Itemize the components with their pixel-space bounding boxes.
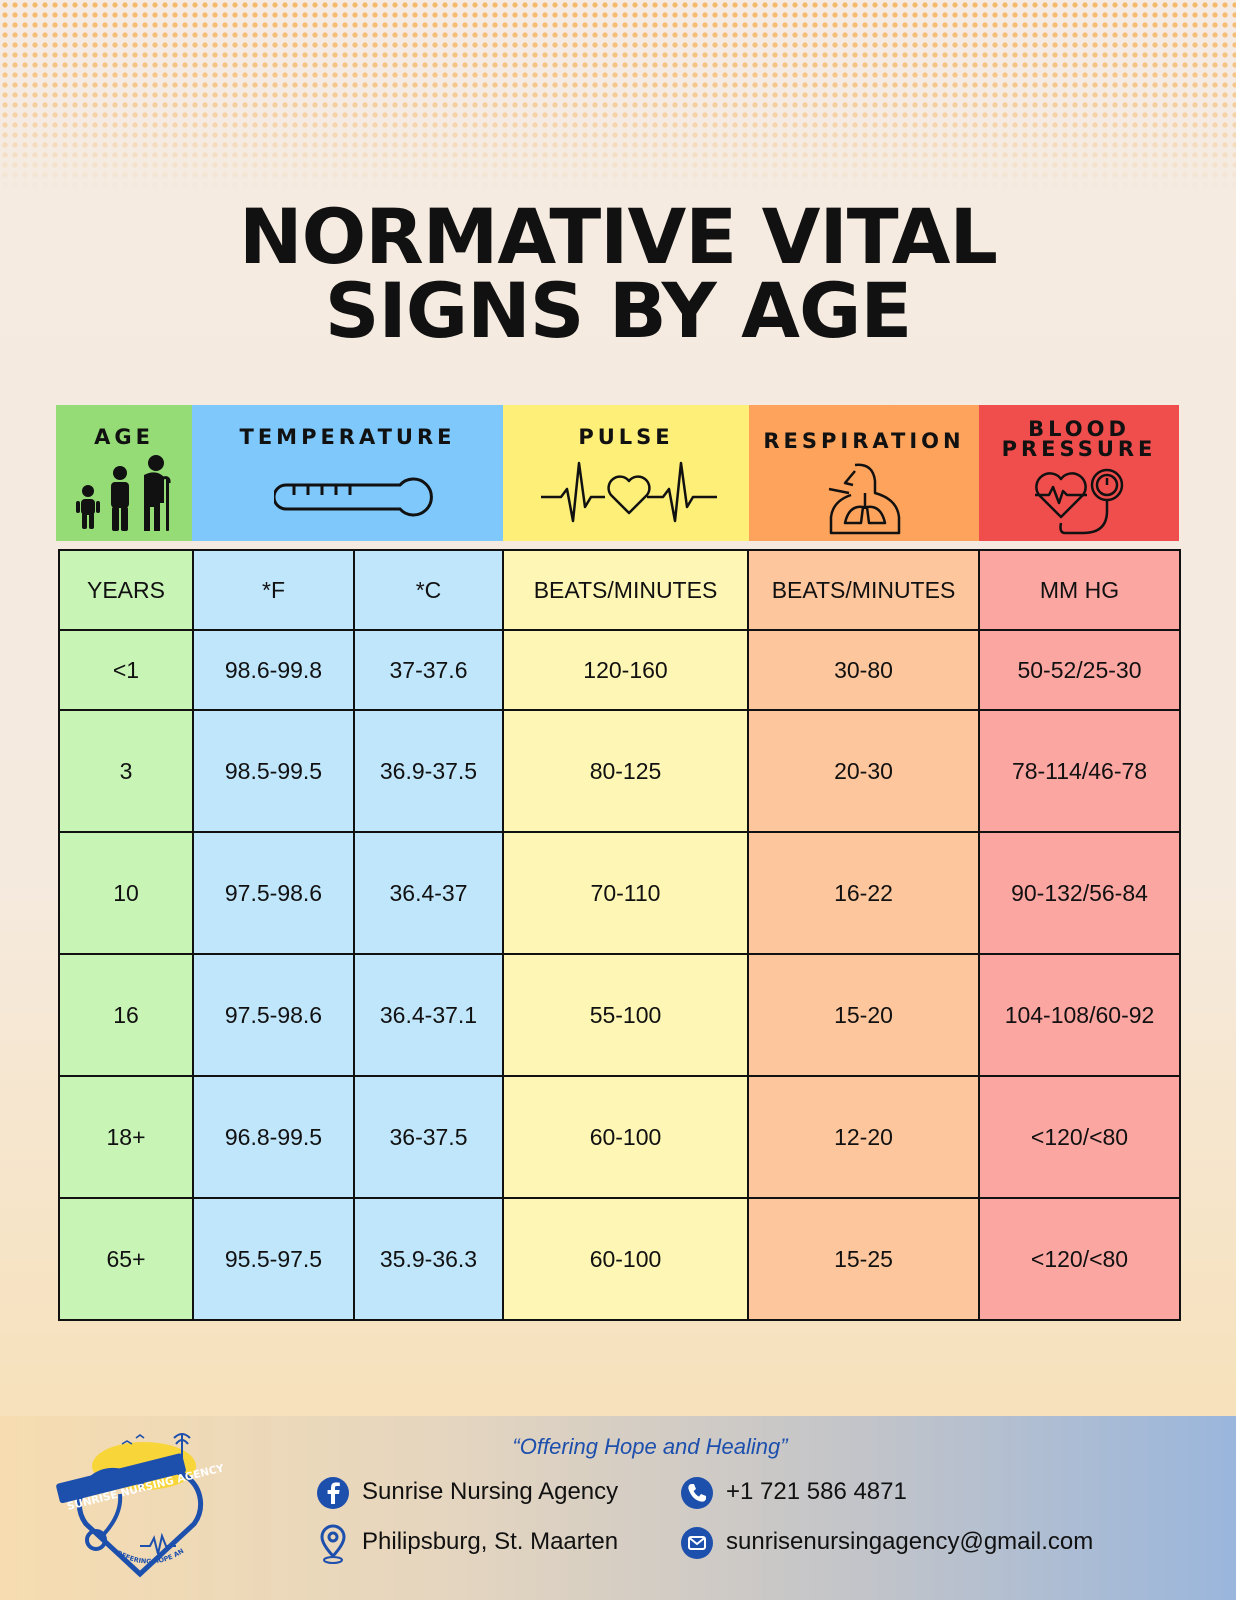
units-row: YEARS *F *C BEATS/MINUTES BEATS/MINUTES … — [58, 549, 1181, 631]
table-row: 3 98.5-99.5 36.9-37.5 80-125 20-30 78-11… — [58, 709, 1181, 833]
tagline: “Offering Hope and Healing” — [512, 1434, 788, 1459]
respiration-cell: 20-30 — [747, 709, 980, 833]
age-cell: 10 — [58, 831, 194, 955]
age-cell: 16 — [58, 953, 194, 1077]
phone-icon — [681, 1477, 713, 1509]
table-row: 18+ 96.8-99.5 36-37.5 60-100 12-20 <120/… — [58, 1075, 1181, 1199]
fahrenheit-cell: 96.8-99.5 — [192, 1075, 355, 1199]
email-contact[interactable]: sunrisenursingagency@gmail.com — [680, 1526, 1120, 1562]
fahrenheit-cell: 98.6-99.8 — [192, 629, 355, 711]
unit-mmhg: MM HG — [978, 549, 1181, 631]
facebook-contact[interactable]: Sunrise Nursing Agency — [316, 1476, 619, 1512]
header-age: AGE — [56, 405, 192, 541]
footer: SUNRISE NURSING AGENCY OFFERING HOPE AND… — [0, 1416, 1236, 1600]
blood-pressure-cell: <120/<80 — [978, 1075, 1181, 1199]
unit-celsius: *C — [353, 549, 504, 631]
respiration-cell: 30-80 — [747, 629, 980, 711]
vitals-table: YEARS *F *C BEATS/MINUTES BEATS/MINUTES … — [58, 549, 1181, 1321]
unit-fahrenheit: *F — [192, 549, 355, 631]
thermometer-icon — [274, 477, 433, 517]
celsius-cell: 36-37.5 — [353, 1075, 504, 1199]
location-text: Philipsburg, St. Maarten — [362, 1528, 619, 1555]
email-icon — [681, 1527, 713, 1559]
dotted-pattern — [0, 0, 1236, 190]
lungs-icon — [828, 463, 901, 535]
unit-years: YEARS — [58, 549, 194, 631]
age-cell: <1 — [58, 629, 194, 711]
header-temperature: TEMPERATURE — [192, 405, 503, 541]
header-respiration: RESPIRATION — [749, 405, 979, 541]
blood-pressure-cell: 50-52/25-30 — [978, 629, 1181, 711]
pulse-cell: 60-100 — [502, 1197, 749, 1321]
family-icon — [76, 455, 171, 531]
heartbeat-icon — [541, 461, 717, 523]
location-contact: Philipsburg, St. Maarten — [316, 1524, 619, 1564]
pulse-cell: 70-110 — [502, 831, 749, 955]
facebook-name: Sunrise Nursing Agency — [362, 1478, 619, 1505]
blood-pressure-icon — [1035, 468, 1124, 535]
age-cell: 3 — [58, 709, 194, 833]
fahrenheit-cell: 97.5-98.6 — [192, 831, 355, 955]
fahrenheit-cell: 95.5-97.5 — [192, 1197, 355, 1321]
table-row: <1 98.6-99.8 37-37.6 120-160 30-80 50-52… — [58, 629, 1181, 711]
page-title: NORMATIVE VITAL SIGNS BY AGE — [239, 192, 998, 355]
header-blood-pressure: BLOOD PRESSURE — [979, 405, 1179, 541]
respiration-cell: 15-20 — [747, 953, 980, 1077]
pulse-cell: 120-160 — [502, 629, 749, 711]
pulse-cell: 55-100 — [502, 953, 749, 1077]
respiration-cell: 15-25 — [747, 1197, 980, 1321]
facebook-icon — [317, 1477, 349, 1509]
phone-contact[interactable]: +1 721 586 4871 — [680, 1476, 920, 1512]
blood-pressure-cell: <120/<80 — [978, 1197, 1181, 1321]
blood-pressure-cell: 104-108/60-92 — [978, 953, 1181, 1077]
header-pulse: PULSE — [503, 405, 749, 541]
agency-logo: SUNRISE NURSING AGENCY OFFERING HOPE AND… — [52, 1424, 226, 1578]
pulse-cell: 80-125 — [502, 709, 749, 833]
fahrenheit-cell: 97.5-98.6 — [192, 953, 355, 1077]
blood-pressure-cell: 90-132/56-84 — [978, 831, 1181, 955]
celsius-cell: 37-37.6 — [353, 629, 504, 711]
age-cell: 18+ — [58, 1075, 194, 1199]
email-address: sunrisenursingagency@gmail.com — [726, 1528, 1094, 1555]
table-row: 16 97.5-98.6 36.4-37.1 55-100 15-20 104-… — [58, 953, 1181, 1077]
phone-number: +1 721 586 4871 — [726, 1478, 907, 1505]
table-row: 10 97.5-98.6 36.4-37 70-110 16-22 90-132… — [58, 831, 1181, 955]
unit-respiration: BEATS/MINUTES — [747, 549, 980, 631]
pulse-cell: 60-100 — [502, 1075, 749, 1199]
location-pin-icon — [320, 1524, 346, 1564]
fahrenheit-cell: 98.5-99.5 — [192, 709, 355, 833]
celsius-cell: 35.9-36.3 — [353, 1197, 504, 1321]
celsius-cell: 36.4-37.1 — [353, 953, 504, 1077]
respiration-cell: 16-22 — [747, 831, 980, 955]
celsius-cell: 36.4-37 — [353, 831, 504, 955]
table-row: 65+ 95.5-97.5 35.9-36.3 60-100 15-25 <12… — [58, 1197, 1181, 1321]
celsius-cell: 36.9-37.5 — [353, 709, 504, 833]
unit-pulse: BEATS/MINUTES — [502, 549, 749, 631]
respiration-cell: 12-20 — [747, 1075, 980, 1199]
age-cell: 65+ — [58, 1197, 194, 1321]
blood-pressure-cell: 78-114/46-78 — [978, 709, 1181, 833]
